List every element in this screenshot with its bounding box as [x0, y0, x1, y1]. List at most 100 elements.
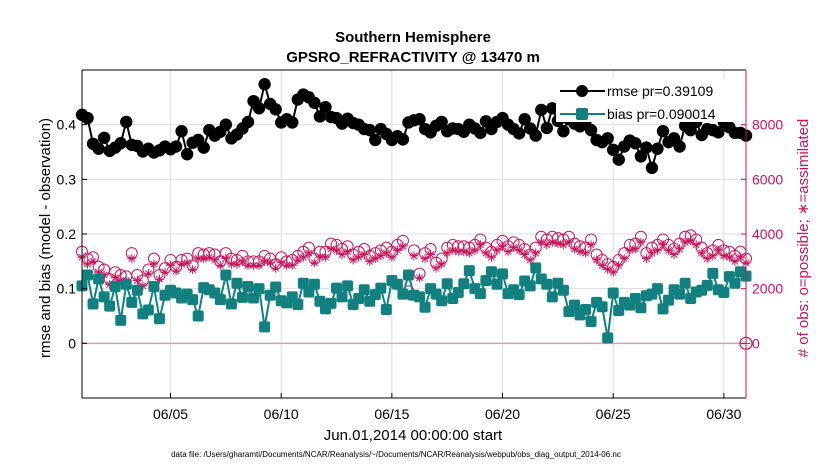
- bias-point: [292, 299, 304, 311]
- obs-assimilated-point: [376, 251, 386, 261]
- obs-assimilated-point: [708, 251, 718, 261]
- obs-assimilated-point: [669, 250, 679, 259]
- obs-assimilated-point: [221, 254, 231, 264]
- obs-assimilated-point: [719, 251, 729, 261]
- obs-assimilated-point: [110, 273, 120, 283]
- bias-point: [607, 287, 619, 299]
- obs-assimilated-point: [415, 273, 425, 283]
- rmse-point: [640, 141, 653, 154]
- obs-assimilated-point: [265, 258, 275, 268]
- obs-assimilated-point: [702, 254, 712, 264]
- chart-title: Southern Hemisphere: [335, 29, 491, 46]
- obs-assimilated-point: [127, 254, 137, 264]
- obs-assimilated-point: [354, 252, 364, 262]
- bias-point: [192, 310, 204, 322]
- rmse-point: [529, 129, 542, 142]
- bias-point: [358, 284, 370, 296]
- bias-point: [707, 267, 719, 279]
- obs-assimilated-point: [592, 255, 602, 265]
- bias-point: [674, 288, 686, 300]
- obs-assimilated-point: [409, 251, 419, 261]
- obs-assimilated-point: [713, 245, 723, 255]
- legend-bias-marker: [576, 108, 588, 120]
- rmse-point: [645, 161, 659, 175]
- rmse-point: [97, 131, 111, 144]
- bias-point: [402, 269, 414, 281]
- obs-assimilated-point: [398, 241, 408, 251]
- rmse-point: [612, 153, 625, 166]
- obs-assimilated-point: [498, 241, 508, 251]
- bias-point: [308, 278, 320, 290]
- bias-point: [380, 303, 392, 315]
- bias-point: [657, 303, 669, 315]
- obs-assimilated-point: [619, 254, 629, 264]
- rmse-point: [512, 127, 526, 140]
- bias-point: [701, 279, 713, 291]
- bias-point: [253, 283, 265, 295]
- y-tick-label: 0.1: [57, 281, 77, 297]
- obs-assimilated-point: [437, 259, 447, 269]
- axes: [81, 69, 747, 399]
- rmse-point: [584, 123, 598, 137]
- rmse-point: [319, 100, 332, 114]
- rmse-point: [607, 143, 620, 157]
- rmse-point: [252, 102, 266, 115]
- rmse-point: [396, 133, 410, 146]
- y-axis-label: rmse and bias (model - observation): [37, 118, 54, 358]
- rmse-point: [241, 115, 255, 129]
- x-tick-label: 06/30: [706, 406, 741, 422]
- obs-assimilated-point: [143, 269, 153, 279]
- bias-point: [120, 278, 132, 290]
- rmse-point: [308, 96, 321, 110]
- bias-point: [87, 298, 99, 310]
- obs-assimilated-point: [691, 240, 701, 250]
- bias-point: [497, 268, 509, 280]
- obs-assimilated-point: [553, 239, 563, 249]
- rmse-point: [180, 147, 194, 161]
- rmse-point: [369, 133, 382, 147]
- bias-point: [214, 294, 226, 306]
- bias-point: [596, 301, 608, 313]
- bias-point: [718, 286, 730, 298]
- rmse-point: [656, 125, 670, 138]
- rmse-point: [92, 142, 105, 155]
- obs-assimilated-point: [475, 240, 485, 250]
- bias-point: [436, 295, 448, 307]
- legend-rmse-marker: [576, 85, 588, 97]
- bias-series: [76, 262, 752, 344]
- rmse-point: [540, 121, 553, 135]
- obs-assimilated-point: [525, 255, 535, 265]
- obs-assimilated-point: [304, 248, 314, 258]
- obs-assimilated-point: [287, 260, 297, 270]
- bias-point: [225, 298, 237, 310]
- obs-assimilated-point: [365, 256, 375, 266]
- bias-point: [331, 282, 343, 294]
- obs-assimilated-point: [326, 244, 336, 254]
- rmse-point: [120, 115, 133, 129]
- obs-assimilated-point: [88, 256, 98, 266]
- rmse-point: [269, 103, 282, 116]
- bias-point: [353, 293, 365, 305]
- bias-point: [541, 278, 553, 290]
- bias-point: [585, 315, 597, 327]
- obs-assimilated-point: [448, 245, 458, 255]
- legend-bias-label: bias pr=0.090014: [607, 106, 716, 122]
- x-tick-label: 06/20: [485, 406, 520, 422]
- obs-assimilated-point: [603, 265, 613, 275]
- rmse-point: [219, 118, 233, 131]
- bias-point: [342, 280, 354, 292]
- bias-point: [115, 314, 127, 326]
- obs-assimilated-point: [105, 280, 115, 290]
- bias-point: [452, 286, 464, 298]
- obs-assimilated-point: [309, 258, 319, 268]
- rmse-point: [546, 102, 559, 115]
- obs-assimilated-point: [276, 258, 286, 268]
- obs-assimilated-point: [359, 250, 369, 259]
- obs-assimilated-point: [542, 240, 552, 250]
- obs-assimilated-point: [320, 252, 330, 262]
- bias-point: [297, 277, 309, 289]
- obs-assimilated-point: [503, 247, 513, 257]
- obs-assimilated-point: [166, 260, 176, 270]
- obs-assimilated-point: [99, 270, 109, 280]
